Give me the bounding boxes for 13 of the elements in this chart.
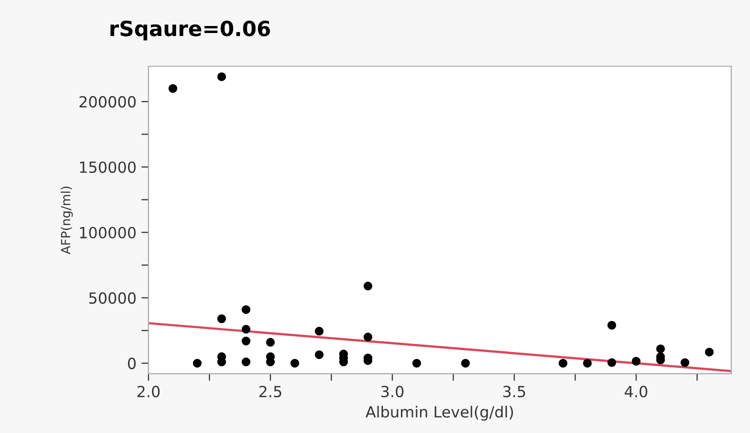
x-axis-title: Albumin Level(g/dl): [366, 406, 513, 421]
y-tick-label: 150000: [80, 161, 136, 174]
x-tick-label: 2.0: [137, 386, 160, 398]
y-axis-title: AFP(ng/ml): [60, 186, 73, 254]
x-tick-label: 3.0: [381, 386, 404, 398]
x-tick-label: 2.5: [259, 386, 282, 398]
chart-title: rSqaure=0.06: [110, 20, 270, 40]
y-tick-label: 100000: [80, 226, 136, 238]
y-tick-label: 0: [128, 358, 136, 370]
y-tick-label: 50000: [89, 292, 136, 304]
y-tick-label: 200000: [79, 96, 136, 108]
x-tick-label: 4.0: [624, 386, 648, 398]
x-tick-label: 3.5: [503, 386, 526, 398]
